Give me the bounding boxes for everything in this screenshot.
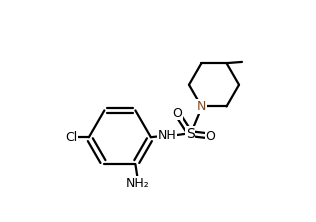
- Text: O: O: [172, 107, 182, 120]
- Text: NH₂: NH₂: [126, 177, 149, 190]
- Text: O: O: [205, 129, 216, 143]
- Text: S: S: [186, 127, 195, 141]
- Text: Cl: Cl: [66, 131, 78, 144]
- Text: N: N: [197, 100, 206, 113]
- Text: NH: NH: [158, 129, 177, 142]
